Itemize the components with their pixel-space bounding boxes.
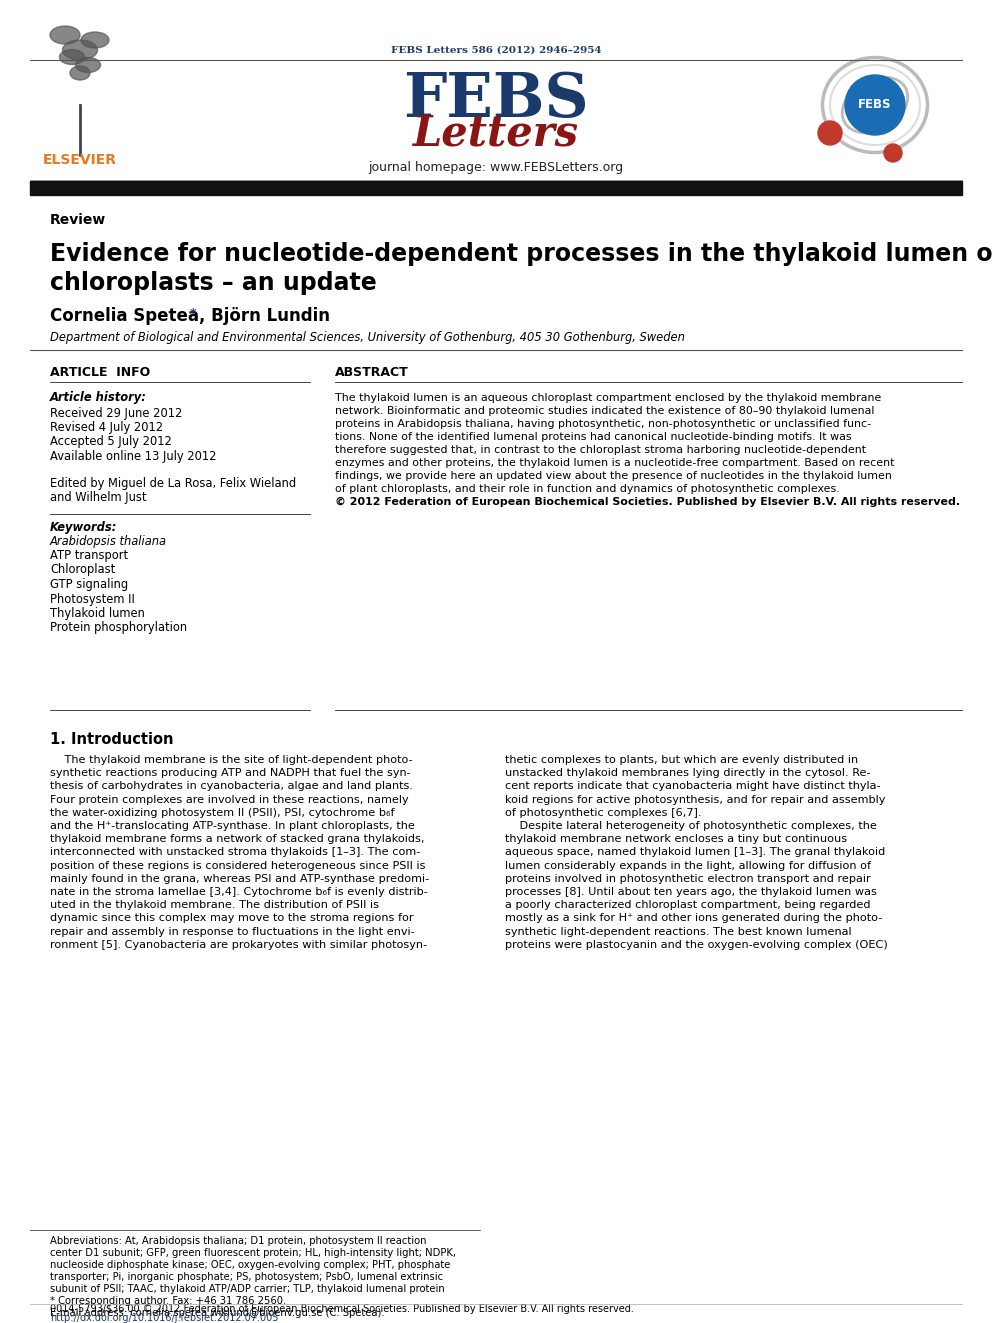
Text: enzymes and other proteins, the thylakoid lumen is a nucleotide-free compartment: enzymes and other proteins, the thylakoi… — [335, 458, 895, 468]
Text: proteins involved in photosynthetic electron transport and repair: proteins involved in photosynthetic elec… — [505, 873, 871, 884]
Text: Abbreviations: At, Arabidopsis thaliana; D1 protein, photosystem II reaction: Abbreviations: At, Arabidopsis thaliana;… — [50, 1236, 427, 1246]
Text: E-mail address: cornelia.spetea.wiklund@bioenv.gu.se (C. Spetea).: E-mail address: cornelia.spetea.wiklund@… — [50, 1308, 385, 1318]
Text: thetic complexes to plants, but which are evenly distributed in: thetic complexes to plants, but which ar… — [505, 755, 858, 765]
Text: GTP signaling: GTP signaling — [50, 578, 128, 591]
Ellipse shape — [70, 66, 90, 79]
Text: Four protein complexes are involved in these reactions, namely: Four protein complexes are involved in t… — [50, 795, 409, 804]
Text: findings, we provide here an updated view about the presence of nucleotides in t: findings, we provide here an updated vie… — [335, 471, 892, 482]
Text: © 2012 Federation of European Biochemical Societies. Published by Elsevier B.V. : © 2012 Federation of European Biochemica… — [335, 497, 960, 507]
Text: Letters: Letters — [413, 112, 579, 153]
Bar — [30, 181, 962, 194]
Text: position of these regions is considered heterogeneous since PSII is: position of these regions is considered … — [50, 860, 426, 871]
Text: mainly found in the grana, whereas PSI and ATP-synthase predomi-: mainly found in the grana, whereas PSI a… — [50, 873, 430, 884]
Text: ELSEVIER: ELSEVIER — [43, 153, 117, 167]
Text: , Björn Lundin: , Björn Lundin — [199, 307, 330, 325]
Ellipse shape — [60, 49, 84, 65]
Text: lumen considerably expands in the light, allowing for diffusion of: lumen considerably expands in the light,… — [505, 860, 871, 871]
Text: Thylakoid lumen: Thylakoid lumen — [50, 607, 145, 620]
Circle shape — [845, 75, 905, 135]
Text: nucleoside diphosphate kinase; OEC, oxygen-evolving complex; PHT, phosphate: nucleoside diphosphate kinase; OEC, oxyg… — [50, 1259, 450, 1270]
Text: ATP transport: ATP transport — [50, 549, 128, 562]
Text: and the H⁺-translocating ATP-synthase. In plant chloroplasts, the: and the H⁺-translocating ATP-synthase. I… — [50, 822, 415, 831]
Text: thylakoid membrane network encloses a tiny but continuous: thylakoid membrane network encloses a ti… — [505, 835, 847, 844]
Text: The thylakoid lumen is an aqueous chloroplast compartment enclosed by the thylak: The thylakoid lumen is an aqueous chloro… — [335, 393, 881, 404]
Text: dynamic since this complex may move to the stroma regions for: dynamic since this complex may move to t… — [50, 913, 414, 923]
Text: proteins were plastocyanin and the oxygen-evolving complex (OEC): proteins were plastocyanin and the oxyge… — [505, 939, 888, 950]
Text: FEBS: FEBS — [858, 98, 892, 111]
Text: ronment [5]. Cyanobacteria are prokaryotes with similar photosyn-: ronment [5]. Cyanobacteria are prokaryot… — [50, 939, 427, 950]
Text: unstacked thylakoid membranes lying directly in the cytosol. Re-: unstacked thylakoid membranes lying dire… — [505, 769, 871, 778]
Text: interconnected with unstacked stroma thylakoids [1–3]. The com-: interconnected with unstacked stroma thy… — [50, 848, 421, 857]
Text: Chloroplast: Chloroplast — [50, 564, 115, 577]
Text: FEBS: FEBS — [403, 70, 589, 130]
Text: a poorly characterized chloroplast compartment, being regarded: a poorly characterized chloroplast compa… — [505, 900, 871, 910]
Text: The thylakoid membrane is the site of light-dependent photo-: The thylakoid membrane is the site of li… — [50, 755, 413, 765]
Text: Review: Review — [50, 213, 106, 228]
Text: Cornelia Spetea: Cornelia Spetea — [50, 307, 204, 325]
Text: Despite lateral heterogeneity of photosynthetic complexes, the: Despite lateral heterogeneity of photosy… — [505, 822, 877, 831]
Text: journal homepage: www.FEBSLetters.org: journal homepage: www.FEBSLetters.org — [368, 161, 624, 175]
Text: Article history:: Article history: — [50, 392, 147, 405]
Text: Accepted 5 July 2012: Accepted 5 July 2012 — [50, 435, 172, 448]
Text: chloroplasts – an update: chloroplasts – an update — [50, 271, 377, 295]
Text: the water-oxidizing photosystem II (PSII), PSI, cytochrome b₆f: the water-oxidizing photosystem II (PSII… — [50, 808, 395, 818]
Text: Evidence for nucleotide-dependent processes in the thylakoid lumen of plant: Evidence for nucleotide-dependent proces… — [50, 242, 992, 266]
Text: subunit of PSII; TAAC, thylakoid ATP/ADP carrier; TLP, thylakoid lumenal protein: subunit of PSII; TAAC, thylakoid ATP/ADP… — [50, 1285, 444, 1294]
Text: Protein phosphorylation: Protein phosphorylation — [50, 622, 187, 635]
Text: of photosynthetic complexes [6,7].: of photosynthetic complexes [6,7]. — [505, 808, 701, 818]
Text: synthetic light-dependent reactions. The best known lumenal: synthetic light-dependent reactions. The… — [505, 926, 851, 937]
Text: cent reports indicate that cyanobacteria might have distinct thyla-: cent reports indicate that cyanobacteria… — [505, 782, 881, 791]
Text: http://dx.doi.org/10.1016/j.febslet.2012.07.005: http://dx.doi.org/10.1016/j.febslet.2012… — [50, 1312, 279, 1323]
Ellipse shape — [62, 40, 97, 60]
Text: FEBS Letters 586 (2012) 2946–2954: FEBS Letters 586 (2012) 2946–2954 — [391, 45, 601, 54]
Text: ARTICLE  INFO: ARTICLE INFO — [50, 366, 150, 380]
Text: * Corresponding author. Fax: +46 31 786 2560.: * Corresponding author. Fax: +46 31 786 … — [50, 1297, 287, 1306]
Text: Available online 13 July 2012: Available online 13 July 2012 — [50, 450, 216, 463]
Text: Photosystem II: Photosystem II — [50, 593, 135, 606]
Ellipse shape — [81, 32, 109, 48]
Text: 0014-5793/$36.00 © 2012 Federation of European Biochemical Societies. Published : 0014-5793/$36.00 © 2012 Federation of Eu… — [50, 1304, 634, 1314]
Text: center D1 subunit; GFP, green fluorescent protein; HL, high-intensity light; NDP: center D1 subunit; GFP, green fluorescen… — [50, 1248, 456, 1258]
Text: nate in the stroma lamellae [3,4]. Cytochrome b₆f is evenly distrib-: nate in the stroma lamellae [3,4]. Cytoc… — [50, 886, 428, 897]
Text: uted in the thylakoid membrane. The distribution of PSII is: uted in the thylakoid membrane. The dist… — [50, 900, 379, 910]
Ellipse shape — [50, 26, 80, 44]
Text: Keywords:: Keywords: — [50, 520, 117, 533]
Text: Received 29 June 2012: Received 29 June 2012 — [50, 406, 183, 419]
Circle shape — [818, 120, 842, 146]
Text: Revised 4 July 2012: Revised 4 July 2012 — [50, 421, 163, 434]
Text: thylakoid membrane forms a network of stacked grana thylakoids,: thylakoid membrane forms a network of st… — [50, 835, 425, 844]
Text: repair and assembly in response to fluctuations in the light envi-: repair and assembly in response to fluct… — [50, 926, 415, 937]
Text: mostly as a sink for H⁺ and other ions generated during the photo-: mostly as a sink for H⁺ and other ions g… — [505, 913, 882, 923]
Circle shape — [884, 144, 902, 161]
Text: aqueous space, named thylakoid lumen [1–3]. The granal thylakoid: aqueous space, named thylakoid lumen [1–… — [505, 848, 885, 857]
Text: network. Bioinformatic and proteomic studies indicated the existence of 80–90 th: network. Bioinformatic and proteomic stu… — [335, 406, 875, 415]
Text: and Wilhelm Just: and Wilhelm Just — [50, 492, 147, 504]
Text: ABSTRACT: ABSTRACT — [335, 366, 409, 380]
Text: of plant chloroplasts, and their role in function and dynamics of photosynthetic: of plant chloroplasts, and their role in… — [335, 484, 839, 493]
Text: Department of Biological and Environmental Sciences, University of Gothenburg, 4: Department of Biological and Environment… — [50, 332, 684, 344]
Ellipse shape — [75, 57, 100, 73]
Text: proteins in Arabidopsis thaliana, having photosynthetic, non-photosynthetic or u: proteins in Arabidopsis thaliana, having… — [335, 419, 871, 429]
Text: therefore suggested that, in contrast to the chloroplast stroma harboring nucleo: therefore suggested that, in contrast to… — [335, 445, 866, 455]
Text: thesis of carbohydrates in cyanobacteria, algae and land plants.: thesis of carbohydrates in cyanobacteria… — [50, 782, 413, 791]
Text: 1. Introduction: 1. Introduction — [50, 733, 174, 747]
Text: koid regions for active photosynthesis, and for repair and assembly: koid regions for active photosynthesis, … — [505, 795, 886, 804]
Text: Arabidopsis thaliana: Arabidopsis thaliana — [50, 534, 167, 548]
Text: *: * — [190, 307, 196, 320]
Text: processes [8]. Until about ten years ago, the thylakoid lumen was: processes [8]. Until about ten years ago… — [505, 886, 877, 897]
Text: tions. None of the identified lumenal proteins had canonical nucleotide-binding : tions. None of the identified lumenal pr… — [335, 433, 851, 442]
Text: synthetic reactions producing ATP and NADPH that fuel the syn-: synthetic reactions producing ATP and NA… — [50, 769, 411, 778]
Text: transporter; Pi, inorganic phosphate; PS, photosystem; PsbO, lumenal extrinsic: transporter; Pi, inorganic phosphate; PS… — [50, 1271, 443, 1282]
Text: Edited by Miguel de La Rosa, Felix Wieland: Edited by Miguel de La Rosa, Felix Wiela… — [50, 478, 297, 491]
